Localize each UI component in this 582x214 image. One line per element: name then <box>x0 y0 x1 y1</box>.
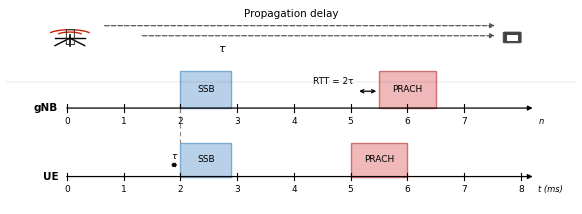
Text: 5: 5 <box>348 117 353 126</box>
Text: 8: 8 <box>518 185 524 194</box>
Bar <box>506 35 518 41</box>
Text: 4: 4 <box>291 117 297 126</box>
Text: PRACH: PRACH <box>392 85 423 94</box>
Text: gNB: gNB <box>34 103 58 113</box>
Bar <box>350 143 407 177</box>
Text: 7: 7 <box>462 117 467 126</box>
Text: PRACH: PRACH <box>364 155 394 165</box>
Text: 0: 0 <box>64 117 70 126</box>
Text: 0: 0 <box>64 185 70 194</box>
Text: τ: τ <box>218 44 225 54</box>
Text: 6: 6 <box>404 185 410 194</box>
Bar <box>180 143 232 177</box>
Text: 7: 7 <box>462 185 467 194</box>
Text: t (ms): t (ms) <box>538 185 563 194</box>
Text: UE: UE <box>42 172 58 181</box>
Text: n: n <box>538 117 544 126</box>
Text: 1: 1 <box>121 117 126 126</box>
Text: 3: 3 <box>235 117 240 126</box>
Text: τ: τ <box>172 152 177 161</box>
Text: SSB: SSB <box>197 155 215 165</box>
Text: 4: 4 <box>291 185 297 194</box>
Text: 2: 2 <box>178 185 183 194</box>
Text: Propagation delay: Propagation delay <box>244 9 338 19</box>
Text: RTT = 2τ: RTT = 2τ <box>313 77 353 86</box>
Text: ⚿: ⚿ <box>65 28 75 46</box>
Text: 6: 6 <box>404 117 410 126</box>
Text: SSB: SSB <box>197 85 215 94</box>
Bar <box>180 71 232 108</box>
Bar <box>379 71 436 108</box>
Text: 2: 2 <box>178 117 183 126</box>
Text: 3: 3 <box>235 185 240 194</box>
FancyBboxPatch shape <box>503 32 521 43</box>
Text: 5: 5 <box>348 185 353 194</box>
Text: 1: 1 <box>121 185 126 194</box>
